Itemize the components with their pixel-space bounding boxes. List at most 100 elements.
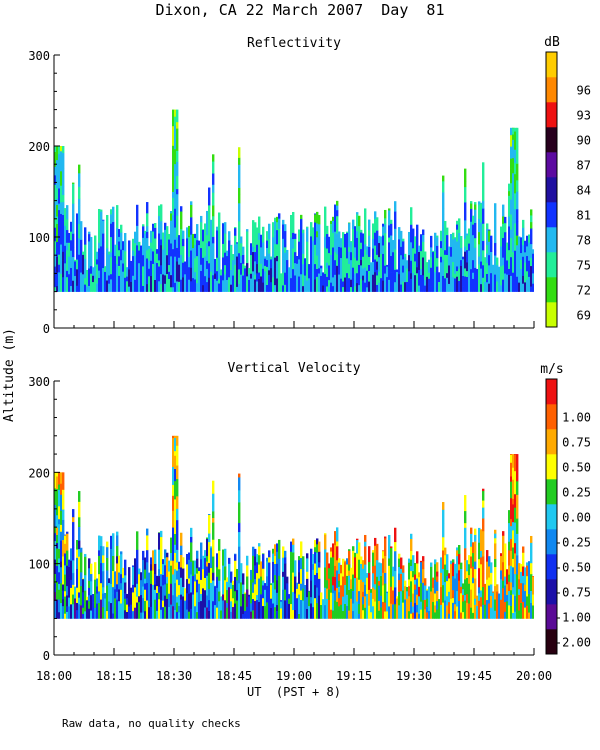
- echo-cell: [274, 234, 277, 245]
- echo-cell: [174, 184, 177, 200]
- echo-cell: [480, 596, 483, 607]
- echo-cell: [176, 231, 179, 238]
- echo-cell: [60, 583, 63, 604]
- echo-cell: [326, 268, 329, 277]
- echo-cell: [434, 232, 437, 252]
- echo-cell: [356, 595, 359, 602]
- echo-cell: [256, 227, 259, 233]
- echo-cell: [88, 594, 91, 602]
- echo-cell: [464, 276, 467, 292]
- echo-cell: [312, 281, 315, 292]
- echo-cell: [378, 600, 381, 611]
- echo-cell: [184, 588, 187, 593]
- echo-cell: [384, 536, 387, 539]
- echo-cell: [516, 518, 519, 534]
- echo-cell: [504, 553, 507, 571]
- echo-cell: [170, 226, 173, 244]
- echo-cell: [460, 568, 463, 587]
- echo-cell: [444, 581, 447, 601]
- echo-cell: [514, 208, 517, 224]
- echo-cell: [98, 277, 101, 292]
- echo-cell: [310, 564, 313, 581]
- echo-cell: [412, 240, 415, 249]
- echo-cell: [148, 268, 151, 277]
- echo-cell: [64, 565, 67, 575]
- echo-cell: [462, 611, 465, 619]
- echo-cell: [182, 568, 185, 588]
- echo-cell: [486, 223, 489, 230]
- colorbar-frame: [545, 378, 558, 655]
- echo-cell: [364, 564, 367, 585]
- echo-cell: [302, 253, 305, 265]
- echo-cell: [212, 274, 215, 292]
- echo-cell: [118, 555, 121, 573]
- echo-cell: [224, 566, 227, 581]
- echo-cell: [494, 223, 497, 244]
- echo-cell: [134, 237, 137, 244]
- echo-cell: [272, 253, 275, 259]
- echo-cell: [296, 256, 299, 264]
- echo-cell: [88, 608, 91, 619]
- echo-cell: [114, 244, 117, 256]
- echo-cell: [512, 467, 515, 480]
- echo-cell: [260, 276, 263, 292]
- echo-cell: [316, 552, 319, 573]
- echo-cell: [54, 504, 57, 517]
- echo-cell: [518, 266, 521, 283]
- echo-cell: [182, 557, 185, 563]
- echo-cell: [212, 493, 215, 512]
- echo-cell: [426, 606, 429, 613]
- echo-cell: [498, 266, 501, 280]
- echo-cell: [262, 597, 265, 607]
- echo-cell: [260, 234, 263, 248]
- echo-cell: [170, 256, 173, 276]
- echo-cell: [252, 271, 255, 285]
- echo-cell: [152, 223, 155, 232]
- echo-cell: [374, 259, 377, 273]
- echo-cell: [420, 274, 423, 292]
- echo-cell: [176, 128, 179, 139]
- echo-cell: [180, 269, 183, 280]
- echo-cell: [386, 592, 389, 612]
- echo-cell: [146, 600, 149, 619]
- echo-cell: [212, 154, 215, 162]
- echo-cell: [308, 264, 311, 279]
- echo-cell: [398, 239, 401, 254]
- echo-cell: [88, 233, 91, 242]
- echo-cell: [414, 579, 417, 585]
- echo-cell: [522, 256, 525, 276]
- echo-cell: [378, 564, 381, 582]
- echo-cell: [76, 253, 79, 260]
- echo-cell: [334, 231, 337, 253]
- echo-cell: [84, 258, 87, 279]
- echo-cell: [512, 479, 515, 499]
- echo-cell: [60, 202, 63, 214]
- echo-cell: [410, 550, 413, 560]
- echo-cell: [488, 254, 491, 266]
- colorbar-label: 87: [577, 159, 591, 173]
- echo-cell: [384, 273, 387, 292]
- echo-cell: [446, 569, 449, 576]
- echo-cell: [482, 240, 485, 251]
- echo-cell: [520, 582, 523, 604]
- echo-cell: [196, 226, 199, 241]
- echo-cell: [106, 248, 109, 265]
- echo-cell: [314, 546, 317, 553]
- echo-cell: [480, 564, 483, 576]
- echo-cell: [328, 599, 331, 619]
- echo-cell: [302, 285, 305, 292]
- echo-cell: [278, 612, 281, 619]
- echo-cell: [152, 231, 155, 252]
- echo-cell: [464, 543, 467, 549]
- echo-cell: [516, 586, 519, 599]
- echo-cell: [442, 233, 445, 242]
- echo-cell: [102, 253, 105, 269]
- echo-cell: [490, 572, 493, 585]
- echo-cell: [122, 249, 125, 257]
- echo-cell: [206, 538, 209, 557]
- echo-cell: [472, 245, 475, 261]
- echo-cell: [72, 536, 75, 548]
- echo-cell: [272, 277, 275, 292]
- echo-cell: [230, 611, 233, 619]
- echo-cell: [510, 158, 513, 169]
